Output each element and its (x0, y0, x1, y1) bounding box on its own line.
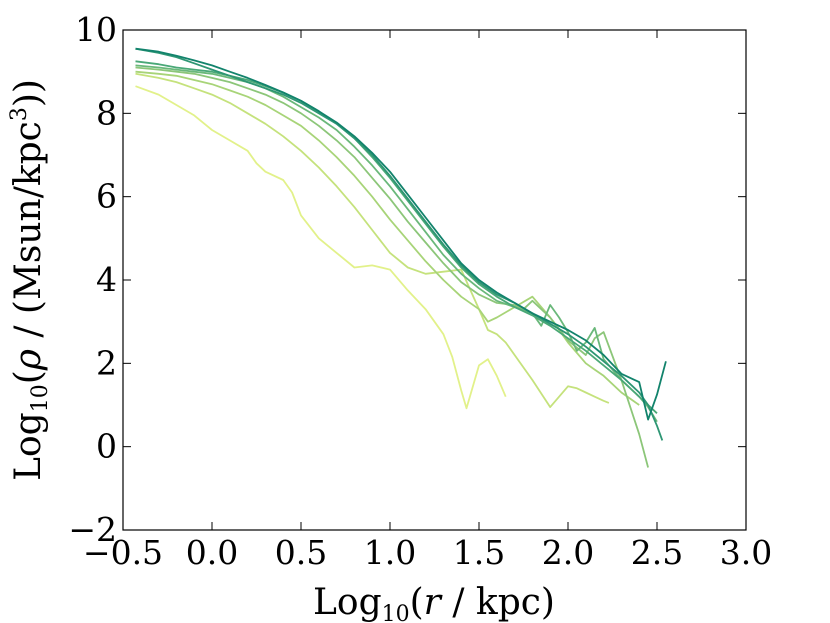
x-axis-label-rest: / kpc) (441, 582, 555, 623)
x-tick-label: 1.5 (453, 533, 505, 572)
y-tick-label: 10 (75, 10, 117, 49)
plot-frame (122, 29, 747, 531)
series-line-2 (135, 72, 610, 409)
y-axis-label-mid: / (Msun/kpc (8, 121, 49, 349)
y-tick-label: 6 (96, 177, 117, 216)
x-tick-label: 1.0 (364, 533, 416, 572)
y-axis-label-prefix: Log (8, 412, 49, 481)
y-axis-label-close: )) (8, 79, 49, 107)
y-axis-label-open: ( (8, 370, 49, 384)
y-tick-label: 2 (96, 343, 117, 382)
x-axis-label-sub: 10 (382, 602, 410, 623)
y-axis-label-sup: 3 (7, 107, 32, 121)
x-axis-label: Log10(r / kpc) (313, 582, 555, 623)
y-axis-label: Log10(ρ / (Msun/kpc3)) (7, 79, 53, 481)
tick-labels-layer: −0.5 0.0 0.5 1.0 1.5 2.0 2.5 3.0 −2 0 2 4 6 8 10 (68, 10, 772, 572)
series-line-3 (135, 70, 640, 406)
series-line-8 (135, 47, 667, 421)
series-line-1 (135, 85, 507, 410)
x-axis-label-prefix: Log (313, 582, 382, 623)
x-axis-label-open: ( (410, 582, 424, 623)
y-axis-label-sub: 10 (28, 384, 53, 412)
y-tick-label: −2 (68, 510, 117, 549)
x-tick-label: 2.5 (631, 533, 683, 572)
x-tick-label: 0.0 (186, 533, 238, 572)
x-axis-label-var: r (424, 582, 443, 623)
x-tick-label: 0.5 (275, 533, 327, 572)
y-axis-label-var: ρ (8, 349, 49, 371)
x-tick-label: 3.0 (720, 533, 772, 572)
y-tick-label: 8 (96, 93, 117, 132)
y-tick-label: 0 (96, 427, 117, 466)
y-tick-label: 4 (96, 260, 117, 299)
x-tick-label: 2.0 (542, 533, 594, 572)
series-line-7 (135, 47, 664, 441)
series-layer (135, 47, 667, 468)
ticks-layer (122, 29, 747, 531)
x-tick-label: −0.5 (83, 533, 163, 572)
series-line-4 (135, 66, 649, 468)
